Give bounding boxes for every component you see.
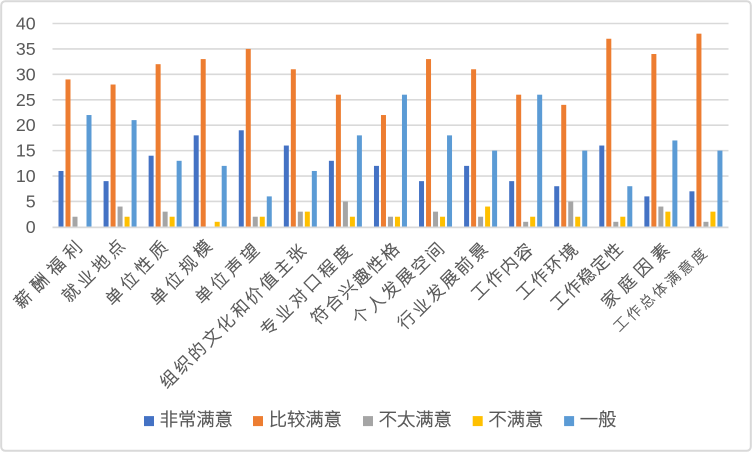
svg-text:35: 35 [16,39,36,59]
svg-text:5: 5 [26,191,36,211]
svg-text:20: 20 [16,115,36,135]
svg-text:25: 25 [16,90,36,110]
svg-text:30: 30 [16,64,36,84]
svg-text:40: 40 [16,14,36,34]
svg-text:0: 0 [26,217,36,237]
svg-text:10: 10 [16,166,36,186]
svg-text:15: 15 [16,141,36,161]
